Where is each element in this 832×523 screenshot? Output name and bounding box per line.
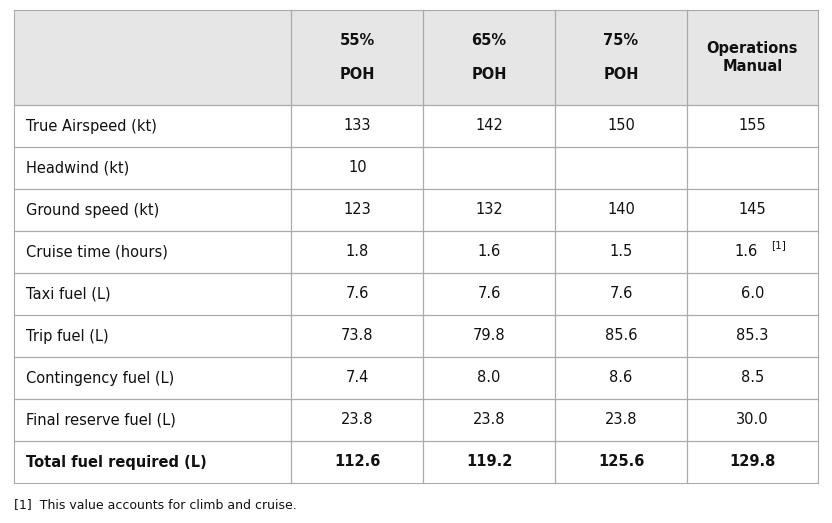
- Text: Trip fuel (L): Trip fuel (L): [26, 328, 109, 344]
- Bar: [687, 231, 818, 273]
- Text: 7.6: 7.6: [609, 287, 632, 301]
- Text: 1.8: 1.8: [345, 244, 369, 259]
- Text: 145: 145: [739, 202, 766, 218]
- Text: 7.6: 7.6: [345, 287, 369, 301]
- Text: Ground speed (kt): Ground speed (kt): [26, 202, 159, 218]
- Text: 125.6: 125.6: [598, 454, 644, 470]
- Bar: [687, 441, 818, 483]
- Text: 85.3: 85.3: [736, 328, 769, 344]
- Text: True Airspeed (kt): True Airspeed (kt): [26, 119, 157, 133]
- Bar: [687, 357, 818, 399]
- Text: Operations
Manual: Operations Manual: [706, 41, 798, 74]
- Text: 10: 10: [348, 161, 367, 176]
- Bar: [555, 273, 687, 315]
- Text: 75%

POH: 75% POH: [603, 32, 639, 83]
- Text: 79.8: 79.8: [473, 328, 506, 344]
- Text: 123: 123: [344, 202, 371, 218]
- Bar: [423, 357, 555, 399]
- Bar: [291, 273, 423, 315]
- Bar: [555, 357, 687, 399]
- Bar: [555, 315, 687, 357]
- Bar: [291, 231, 423, 273]
- Bar: [687, 315, 818, 357]
- Text: 1.6: 1.6: [478, 244, 501, 259]
- Bar: [291, 399, 423, 441]
- Text: 73.8: 73.8: [341, 328, 374, 344]
- Bar: [291, 105, 423, 147]
- Bar: [14, 273, 291, 315]
- Text: 140: 140: [607, 202, 635, 218]
- Bar: [14, 315, 291, 357]
- Bar: [291, 315, 423, 357]
- Bar: [423, 147, 555, 189]
- Text: 55%

POH: 55% POH: [339, 32, 375, 83]
- Bar: [423, 231, 555, 273]
- Bar: [14, 231, 291, 273]
- Bar: [555, 231, 687, 273]
- Text: Final reserve fuel (L): Final reserve fuel (L): [26, 413, 176, 427]
- Text: 8.6: 8.6: [609, 370, 632, 385]
- Bar: [423, 105, 555, 147]
- Bar: [423, 441, 555, 483]
- Text: Cruise time (hours): Cruise time (hours): [26, 244, 168, 259]
- Text: 155: 155: [739, 119, 766, 133]
- Bar: [291, 357, 423, 399]
- Bar: [291, 441, 423, 483]
- Bar: [14, 105, 291, 147]
- Text: 65%

POH: 65% POH: [472, 32, 507, 83]
- Bar: [555, 189, 687, 231]
- Bar: [687, 189, 818, 231]
- Text: 23.8: 23.8: [341, 413, 374, 427]
- Text: 7.4: 7.4: [345, 370, 369, 385]
- Text: [1]  This value accounts for climb and cruise.: [1] This value accounts for climb and cr…: [14, 498, 297, 511]
- Text: 6.0: 6.0: [740, 287, 764, 301]
- Text: 8.5: 8.5: [740, 370, 764, 385]
- Text: 30.0: 30.0: [736, 413, 769, 427]
- Text: 133: 133: [344, 119, 371, 133]
- Bar: [423, 189, 555, 231]
- Bar: [555, 147, 687, 189]
- Bar: [423, 315, 555, 357]
- Bar: [555, 399, 687, 441]
- Text: 1.6: 1.6: [734, 244, 757, 259]
- Text: 150: 150: [607, 119, 635, 133]
- Bar: [687, 399, 818, 441]
- Bar: [14, 357, 291, 399]
- Bar: [687, 105, 818, 147]
- Text: Headwind (kt): Headwind (kt): [26, 161, 129, 176]
- Text: 85.6: 85.6: [605, 328, 637, 344]
- Text: 23.8: 23.8: [605, 413, 637, 427]
- Text: 142: 142: [475, 119, 503, 133]
- Text: 23.8: 23.8: [473, 413, 505, 427]
- Bar: [687, 147, 818, 189]
- Text: [1]: [1]: [770, 240, 785, 250]
- Bar: [14, 147, 291, 189]
- Bar: [291, 147, 423, 189]
- Bar: [291, 189, 423, 231]
- Text: 1.5: 1.5: [609, 244, 632, 259]
- Bar: [14, 399, 291, 441]
- Bar: [555, 105, 687, 147]
- Bar: [14, 189, 291, 231]
- Text: 132: 132: [475, 202, 503, 218]
- Text: 112.6: 112.6: [334, 454, 380, 470]
- Bar: [555, 441, 687, 483]
- Text: Total fuel required (L): Total fuel required (L): [26, 454, 206, 470]
- Text: Contingency fuel (L): Contingency fuel (L): [26, 370, 174, 385]
- Bar: [687, 273, 818, 315]
- Text: Taxi fuel (L): Taxi fuel (L): [26, 287, 111, 301]
- Text: 7.6: 7.6: [478, 287, 501, 301]
- Text: 8.0: 8.0: [478, 370, 501, 385]
- Text: 119.2: 119.2: [466, 454, 513, 470]
- Bar: [14, 441, 291, 483]
- Bar: [423, 399, 555, 441]
- Bar: [423, 273, 555, 315]
- Text: 129.8: 129.8: [730, 454, 775, 470]
